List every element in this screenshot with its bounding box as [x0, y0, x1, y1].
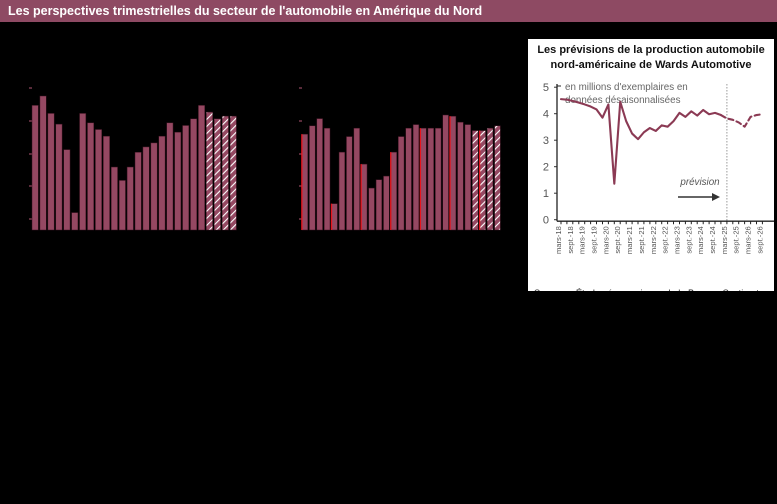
- svg-text:sept.-24: sept.-24: [708, 226, 717, 253]
- svg-text:3: 3: [543, 135, 549, 147]
- svg-text:mars-23: mars-23: [673, 226, 682, 254]
- svg-text:mars-25: mars-25: [720, 226, 729, 254]
- svg-text:sept.-21: sept.-21: [637, 226, 646, 253]
- svg-text:nord-américaine de Wards Autom: nord-américaine de Wards Automotive: [551, 59, 752, 71]
- svg-text:prévision: prévision: [679, 177, 719, 188]
- svg-text:2: 2: [543, 162, 549, 174]
- svg-text:sept.-25: sept.-25: [732, 226, 741, 253]
- svg-text:en millions d'exemplaires en: en millions d'exemplaires en: [565, 82, 688, 93]
- svg-text:mars-20: mars-20: [601, 226, 610, 254]
- svg-text:0: 0: [543, 215, 549, 227]
- svg-text:1: 1: [543, 188, 549, 200]
- svg-text:sept.-22: sept.-22: [661, 226, 670, 253]
- svg-text:Sources : Études économiques d: Sources : Études économiques de la Banqu…: [534, 288, 759, 298]
- svg-text:mars-26: mars-26: [744, 226, 753, 254]
- svg-text:mars-22: mars-22: [649, 226, 658, 254]
- svg-text:5: 5: [543, 82, 549, 94]
- svg-text:mars-18: mars-18: [554, 226, 563, 254]
- svg-text:sept.-23: sept.-23: [684, 226, 693, 253]
- svg-text:mars-21: mars-21: [625, 226, 634, 254]
- svg-text:sept.-26: sept.-26: [755, 226, 764, 253]
- svg-text:Les prévisions de la productio: Les prévisions de la production automobi…: [537, 44, 764, 56]
- svg-text:sept.-18: sept.-18: [566, 226, 575, 253]
- svg-text:mars-19: mars-19: [578, 226, 587, 254]
- svg-text:sept.-20: sept.-20: [613, 226, 622, 253]
- svg-text:4: 4: [543, 109, 549, 121]
- svg-text:sept.-19: sept.-19: [590, 226, 599, 253]
- svg-text:mars-24: mars-24: [696, 226, 705, 254]
